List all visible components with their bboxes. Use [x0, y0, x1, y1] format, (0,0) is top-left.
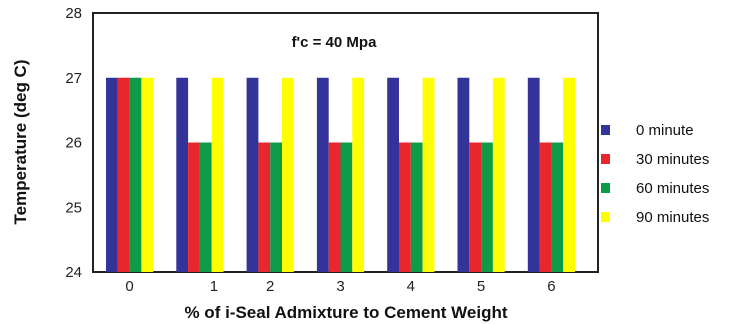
x-tick-label: 2	[266, 278, 274, 295]
x-tick-label: 0	[125, 278, 133, 295]
bar-30-minutes-cat-2	[258, 142, 271, 272]
bar-30-minutes-cat-3	[328, 142, 341, 272]
bar-90-minutes-cat-6	[563, 77, 575, 272]
legend-label: 60 minutes	[636, 180, 709, 197]
bar-0-minute-cat-6	[527, 77, 540, 272]
x-tick-label: 4	[407, 278, 415, 295]
x-tick-label: 5	[477, 278, 485, 295]
legend-label: 90 minutes	[636, 209, 709, 226]
annotation-label: f'c = 40 Mpa	[292, 34, 378, 51]
bar-0-minute-cat-2	[246, 77, 259, 272]
bar-60-minutes-cat-6	[551, 142, 564, 272]
bar-60-minutes-cat-2	[270, 142, 282, 272]
y-tick-label: 25	[65, 199, 82, 216]
x-axis-title: % of i-Seal Admixture to Cement Weight	[184, 303, 507, 322]
y-tick-label: 28	[65, 5, 82, 22]
bar-60-minutes-cat-4	[410, 142, 423, 272]
bar-30-minutes-cat-4	[399, 142, 411, 272]
bar-90-minutes-cat-0	[141, 77, 154, 272]
bar-0-minute-cat-4	[387, 77, 399, 272]
bar-30-minutes-cat-1	[188, 142, 200, 272]
legend-swatch	[601, 125, 610, 135]
bar-60-minutes-cat-0	[129, 77, 142, 272]
bar-90-minutes-cat-2	[282, 77, 294, 272]
bar-90-minutes-cat-3	[352, 77, 365, 272]
bar-0-minute-cat-0	[106, 77, 118, 272]
y-ticks-group: 24 25 26 27 28	[65, 5, 82, 281]
legend-label: 30 minutes	[636, 151, 709, 168]
bar-60-minutes-cat-1	[199, 142, 212, 272]
bar-30-minutes-cat-0	[117, 77, 130, 272]
legend-swatch	[601, 212, 610, 222]
bar-90-minutes-cat-4	[422, 77, 435, 272]
bar-0-minute-cat-3	[316, 77, 329, 272]
x-tick-label: 6	[547, 278, 555, 295]
legend-swatch	[601, 154, 610, 164]
bar-30-minutes-cat-5	[469, 142, 482, 272]
y-tick-label: 26	[65, 135, 82, 152]
bar-90-minutes-cat-1	[211, 77, 224, 272]
x-tick-label: 3	[336, 278, 344, 295]
bar-60-minutes-cat-5	[481, 142, 493, 272]
x-tick-label: 1	[210, 278, 218, 295]
legend: 0 minute 30 minutes 60 minutes 90 minutes	[601, 122, 709, 226]
bar-90-minutes-cat-5	[492, 77, 505, 272]
legend-swatch	[601, 183, 610, 193]
legend-label: 0 minute	[636, 122, 694, 139]
bars-group	[106, 77, 575, 272]
y-tick-label: 27	[65, 70, 82, 87]
bar-30-minutes-cat-6	[539, 142, 552, 272]
bar-60-minutes-cat-3	[340, 142, 353, 272]
y-tick-label: 24	[65, 264, 82, 281]
x-ticks-group: 0 1 2 3 4 5 6	[125, 278, 555, 295]
bar-0-minute-cat-5	[457, 77, 470, 272]
bar-0-minute-cat-1	[176, 77, 189, 272]
y-axis-title: Temperature (deg C)	[11, 60, 30, 225]
